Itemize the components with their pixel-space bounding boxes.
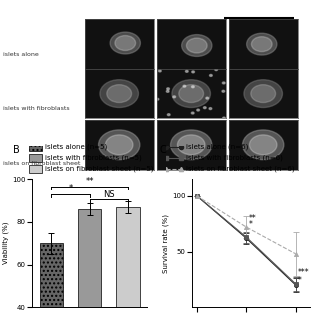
Circle shape bbox=[210, 75, 212, 76]
Bar bbox=[29, 143, 42, 151]
Circle shape bbox=[177, 135, 205, 155]
Circle shape bbox=[172, 80, 211, 108]
Bar bbox=[29, 164, 42, 173]
Circle shape bbox=[106, 135, 133, 155]
Circle shape bbox=[158, 70, 161, 72]
Circle shape bbox=[250, 135, 277, 155]
Circle shape bbox=[252, 37, 272, 52]
Bar bbox=[40, 243, 63, 320]
Text: islets on fibroblast sheet (n=6): islets on fibroblast sheet (n=6) bbox=[186, 165, 294, 172]
Circle shape bbox=[222, 90, 225, 92]
Circle shape bbox=[99, 130, 140, 160]
Text: B: B bbox=[13, 145, 20, 155]
Text: islets on fibroblast sheet (n=5): islets on fibroblast sheet (n=5) bbox=[45, 165, 154, 172]
Circle shape bbox=[187, 38, 207, 53]
Text: islets with fibroblasts (n=5): islets with fibroblasts (n=5) bbox=[45, 155, 142, 161]
Circle shape bbox=[110, 32, 140, 54]
Circle shape bbox=[191, 86, 194, 88]
Circle shape bbox=[115, 36, 136, 51]
Circle shape bbox=[247, 33, 277, 55]
Y-axis label: Viability (%): Viability (%) bbox=[3, 222, 10, 264]
Circle shape bbox=[167, 88, 170, 90]
Circle shape bbox=[182, 35, 212, 56]
Circle shape bbox=[243, 130, 284, 160]
Circle shape bbox=[171, 130, 212, 160]
Bar bbox=[116, 207, 140, 320]
Circle shape bbox=[251, 85, 276, 102]
Circle shape bbox=[179, 85, 204, 102]
Text: ***: *** bbox=[298, 268, 310, 277]
Circle shape bbox=[156, 98, 159, 100]
Circle shape bbox=[197, 109, 199, 111]
Circle shape bbox=[206, 97, 209, 99]
Text: islets alone (n=6): islets alone (n=6) bbox=[186, 143, 248, 150]
Circle shape bbox=[192, 71, 195, 73]
Text: *: * bbox=[298, 276, 302, 285]
Text: NS: NS bbox=[103, 190, 115, 199]
Circle shape bbox=[223, 117, 225, 119]
Circle shape bbox=[204, 107, 206, 109]
Circle shape bbox=[166, 90, 169, 92]
Circle shape bbox=[167, 114, 170, 116]
Circle shape bbox=[185, 70, 188, 72]
Text: *: * bbox=[249, 220, 252, 229]
Text: islets on fibroblast sheet: islets on fibroblast sheet bbox=[3, 161, 81, 166]
Bar bbox=[78, 209, 101, 320]
Y-axis label: Survival rate (%): Survival rate (%) bbox=[163, 214, 170, 273]
Circle shape bbox=[244, 80, 283, 108]
Circle shape bbox=[222, 82, 225, 84]
Circle shape bbox=[107, 85, 132, 102]
Text: islets with fibroblasts (n=6): islets with fibroblasts (n=6) bbox=[186, 155, 283, 161]
Text: C: C bbox=[160, 145, 167, 155]
Circle shape bbox=[100, 80, 139, 108]
Circle shape bbox=[209, 108, 212, 109]
Circle shape bbox=[173, 96, 176, 98]
Text: islets alone (n=5): islets alone (n=5) bbox=[45, 143, 108, 150]
Bar bbox=[29, 154, 42, 162]
Circle shape bbox=[215, 68, 218, 71]
Text: islets alone: islets alone bbox=[3, 52, 39, 57]
Text: *: * bbox=[68, 185, 73, 194]
Text: **: ** bbox=[249, 214, 257, 223]
Text: **: ** bbox=[85, 177, 94, 186]
Circle shape bbox=[191, 112, 194, 114]
Text: islets with fibroblasts: islets with fibroblasts bbox=[3, 106, 70, 111]
Circle shape bbox=[183, 85, 186, 87]
